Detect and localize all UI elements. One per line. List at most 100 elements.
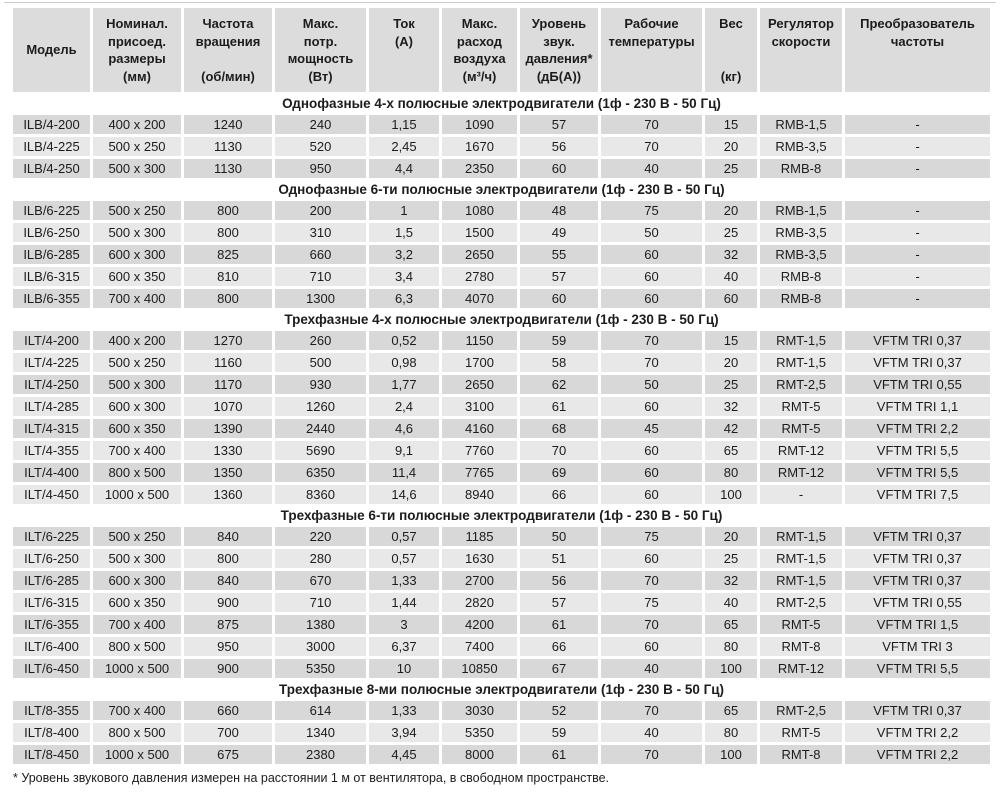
cell-power: 2380 bbox=[275, 745, 366, 764]
cell-rpm: 1270 bbox=[184, 331, 272, 350]
cell-temp: 70 bbox=[601, 331, 702, 350]
cell-noise: 50 bbox=[520, 527, 598, 546]
cell-rpm: 810 bbox=[184, 267, 272, 286]
cell-size: 500 x 300 bbox=[93, 223, 181, 242]
cell-noise: 62 bbox=[520, 375, 598, 394]
column-header-size: Номинал. присоед. размеры (мм) bbox=[93, 8, 181, 92]
cell-airflow: 1630 bbox=[442, 549, 517, 568]
cell-power: 280 bbox=[275, 549, 366, 568]
cell-current: 3,94 bbox=[369, 723, 439, 742]
cell-power: 1300 bbox=[275, 289, 366, 308]
cell-speed-regulator: RMT-2,5 bbox=[760, 701, 842, 720]
cell-size: 800 x 500 bbox=[93, 637, 181, 656]
cell-rpm: 950 bbox=[184, 637, 272, 656]
cell-weight: 100 bbox=[705, 659, 757, 678]
cell-airflow: 2700 bbox=[442, 571, 517, 590]
cell-temp: 60 bbox=[601, 549, 702, 568]
cell-freq-converter: VFTM TRI 1,1 bbox=[845, 397, 990, 416]
cell-model: ILT/8-450 bbox=[13, 745, 90, 764]
cell-freq-converter: - bbox=[845, 245, 990, 264]
cell-airflow: 1090 bbox=[442, 115, 517, 134]
cell-size: 500 x 300 bbox=[93, 549, 181, 568]
cell-power: 240 bbox=[275, 115, 366, 134]
cell-weight: 40 bbox=[705, 267, 757, 286]
cell-temp: 60 bbox=[601, 397, 702, 416]
cell-airflow: 1080 bbox=[442, 201, 517, 220]
cell-noise: 57 bbox=[520, 593, 598, 612]
cell-freq-converter: VFTM TRI 3 bbox=[845, 637, 990, 656]
cell-airflow: 2650 bbox=[442, 375, 517, 394]
cell-model: ILT/8-355 bbox=[13, 701, 90, 720]
cell-freq-converter: VFTM TRI 2,2 bbox=[845, 419, 990, 438]
cell-temp: 70 bbox=[601, 353, 702, 372]
cell-noise: 55 bbox=[520, 245, 598, 264]
cell-weight: 32 bbox=[705, 245, 757, 264]
cell-model: ILT/6-450 bbox=[13, 659, 90, 678]
cell-temp: 60 bbox=[601, 637, 702, 656]
cell-freq-converter: VFTM TRI 0,37 bbox=[845, 527, 990, 546]
cell-temp: 70 bbox=[601, 745, 702, 764]
cell-noise: 59 bbox=[520, 723, 598, 742]
cell-model: ILT/6-400 bbox=[13, 637, 90, 656]
cell-freq-converter: VFTM TRI 0,55 bbox=[845, 593, 990, 612]
sound-pressure-footnote: * Уровень звукового давления измерен на … bbox=[13, 771, 610, 785]
cell-noise: 59 bbox=[520, 331, 598, 350]
cell-noise: 69 bbox=[520, 463, 598, 482]
cell-weight: 15 bbox=[705, 331, 757, 350]
cell-speed-regulator: RMT-5 bbox=[760, 419, 842, 438]
section-title: Трехфазные 6-ти полюсные электродвигател… bbox=[13, 507, 990, 524]
cell-model: ILB/4-200 bbox=[13, 115, 90, 134]
cell-temp: 60 bbox=[601, 245, 702, 264]
cell-size: 400 x 200 bbox=[93, 115, 181, 134]
cell-temp: 60 bbox=[601, 485, 702, 504]
column-header-airflow: Макс. расход воздуха (м³/ч) bbox=[442, 8, 517, 92]
cell-rpm: 840 bbox=[184, 527, 272, 546]
cell-freq-converter: - bbox=[845, 159, 990, 178]
cell-freq-converter: VFTM TRI 0,37 bbox=[845, 549, 990, 568]
cell-model: ILT/4-225 bbox=[13, 353, 90, 372]
cell-size: 600 x 350 bbox=[93, 593, 181, 612]
cell-temp: 70 bbox=[601, 137, 702, 156]
cell-size: 700 x 400 bbox=[93, 615, 181, 634]
cell-airflow: 1150 bbox=[442, 331, 517, 350]
cell-rpm: 800 bbox=[184, 201, 272, 220]
cell-noise: 60 bbox=[520, 159, 598, 178]
cell-power: 5350 bbox=[275, 659, 366, 678]
cell-airflow: 1670 bbox=[442, 137, 517, 156]
cell-power: 1260 bbox=[275, 397, 366, 416]
cell-temp: 40 bbox=[601, 659, 702, 678]
cell-model: ILT/4-315 bbox=[13, 419, 90, 438]
cell-power: 520 bbox=[275, 137, 366, 156]
cell-model: ILB/6-285 bbox=[13, 245, 90, 264]
cell-airflow: 7400 bbox=[442, 637, 517, 656]
cell-airflow: 2780 bbox=[442, 267, 517, 286]
cell-weight: 65 bbox=[705, 441, 757, 460]
cell-freq-converter: VFTM TRI 0,37 bbox=[845, 571, 990, 590]
cell-weight: 42 bbox=[705, 419, 757, 438]
cell-rpm: 1170 bbox=[184, 375, 272, 394]
cell-freq-converter: - bbox=[845, 137, 990, 156]
cell-model: ILB/4-250 bbox=[13, 159, 90, 178]
cell-speed-regulator: RMT-12 bbox=[760, 659, 842, 678]
top-divider bbox=[4, 2, 996, 3]
cell-rpm: 1330 bbox=[184, 441, 272, 460]
cell-weight: 20 bbox=[705, 353, 757, 372]
cell-noise: 68 bbox=[520, 419, 598, 438]
cell-weight: 32 bbox=[705, 571, 757, 590]
column-header-freq-converter: Преобразователь частоты bbox=[845, 8, 990, 92]
cell-size: 600 x 300 bbox=[93, 571, 181, 590]
cell-temp: 70 bbox=[601, 701, 702, 720]
section-title: Трехфазные 8-ми полюсные электродвигател… bbox=[13, 681, 990, 698]
cell-speed-regulator: RMT-2,5 bbox=[760, 375, 842, 394]
cell-temp: 60 bbox=[601, 289, 702, 308]
cell-model: ILT/4-450 bbox=[13, 485, 90, 504]
cell-noise: 57 bbox=[520, 115, 598, 134]
cell-current: 3 bbox=[369, 615, 439, 634]
cell-speed-regulator: RMT-8 bbox=[760, 745, 842, 764]
cell-power: 950 bbox=[275, 159, 366, 178]
cell-rpm: 660 bbox=[184, 701, 272, 720]
cell-power: 614 bbox=[275, 701, 366, 720]
cell-model: ILT/8-400 bbox=[13, 723, 90, 742]
cell-weight: 40 bbox=[705, 593, 757, 612]
cell-model: ILT/4-400 bbox=[13, 463, 90, 482]
